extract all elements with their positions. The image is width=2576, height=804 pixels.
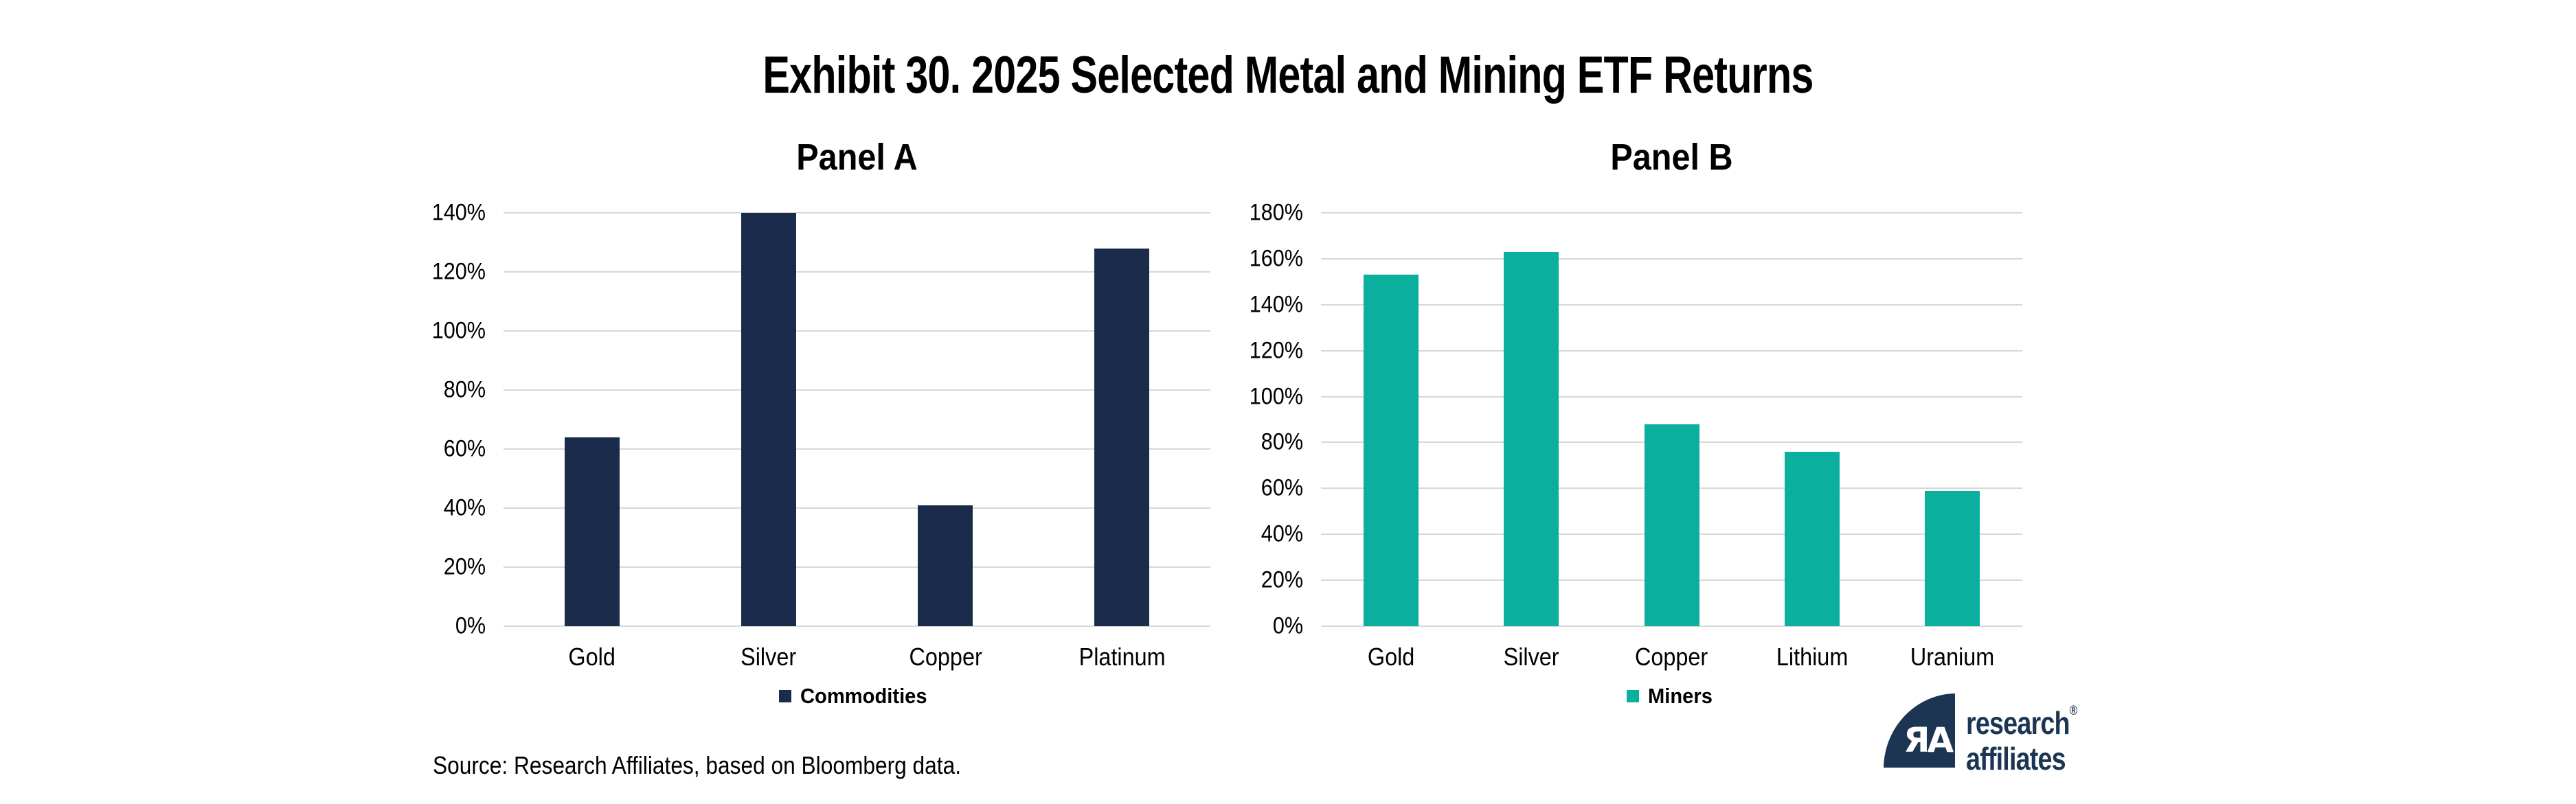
y-axis-tick-label: 100% — [431, 317, 486, 344]
panel-a-title: Panel A — [796, 137, 918, 178]
y-axis-tick-label: 20% — [1261, 566, 1303, 593]
gridline — [504, 448, 1210, 450]
legend-label-miners: Miners — [1648, 684, 1713, 708]
ra-logo-mark: ЯA — [1884, 693, 1955, 768]
y-axis-tick-label: 160% — [1249, 245, 1303, 272]
y-axis-tick-label: 0% — [1272, 612, 1303, 639]
legend-swatch-miners — [1627, 690, 1640, 702]
x-axis-category-label: Silver — [741, 643, 797, 671]
gridline — [504, 271, 1210, 273]
gridline — [1321, 625, 2022, 627]
x-axis-category-label: Uranium — [1910, 643, 1995, 671]
gridline — [1321, 349, 2022, 352]
y-axis-tick-label: 20% — [443, 553, 486, 580]
y-axis-tick-label: 180% — [1249, 199, 1303, 226]
exhibit-title: Exhibit 30. 2025 Selected Metal and Mini… — [762, 46, 1814, 104]
panel-b-chart: Panel B 0% 20% 40% 60% 80% 100% 120% 140% 160% 18… — [1250, 137, 2022, 708]
ra-monogram: ЯA — [1903, 720, 1954, 760]
research-affiliates-logo: ЯA research® affiliates — [1884, 687, 2101, 777]
gridline — [504, 212, 1210, 214]
gridline — [504, 625, 1210, 627]
logo-word-research: research® — [1966, 704, 2077, 741]
x-axis-category-label: Lithium — [1776, 643, 1848, 671]
panel-b-legend: Miners — [1321, 684, 2022, 709]
bar-lithium — [1784, 451, 1840, 626]
y-axis-tick-label: 40% — [1261, 520, 1303, 547]
panel-b-plot-area: 0% 20% 40% 60% 80% 100% 120% 140% 160% 180% Gold Si… — [1250, 200, 2022, 671]
bar-silver — [1504, 251, 1559, 626]
bar-copper — [1644, 424, 1699, 626]
y-axis-tick-label: 120% — [1249, 337, 1303, 364]
y-axis-tick-label: 40% — [443, 494, 486, 521]
gridline — [504, 566, 1210, 568]
x-axis-category-label: Gold — [568, 643, 615, 671]
gridline — [1321, 395, 2022, 398]
y-axis-tick-label: 60% — [1261, 474, 1303, 501]
gridline — [504, 389, 1210, 391]
panel-a-plot-area: 0% 20% 40% 60% 80% 100% 120% 140% Gold Silver Copp… — [432, 200, 1210, 671]
y-axis-tick-label: 140% — [1249, 291, 1303, 318]
x-axis-category-label: Gold — [1367, 643, 1415, 671]
y-axis-tick-label: 120% — [431, 258, 486, 285]
bar-gold — [1364, 275, 1419, 626]
y-axis-tick-label: 80% — [1261, 428, 1303, 455]
panel-a-legend: Commodities — [504, 684, 1210, 709]
gridline — [1321, 257, 2022, 260]
legend-label-commodities: Commodities — [800, 684, 927, 708]
bar-platinum — [1094, 248, 1150, 626]
gridline — [504, 330, 1210, 332]
bar-gold — [564, 437, 620, 626]
bar-uranium — [1924, 490, 1980, 626]
registered-mark: ® — [2069, 704, 2077, 718]
y-axis-tick-label: 0% — [455, 612, 486, 639]
gridline — [1321, 303, 2022, 306]
bar-silver — [741, 213, 796, 626]
x-axis-category-label: Copper — [908, 643, 982, 671]
gridline — [1321, 212, 2022, 214]
logo-wordmark: research® affiliates — [1966, 693, 2077, 777]
y-axis-tick-label: 140% — [431, 199, 486, 226]
y-axis-tick-label: 60% — [443, 435, 486, 462]
y-axis-tick-label: 100% — [1249, 383, 1303, 410]
panel-b-title: Panel B — [1610, 137, 1733, 178]
source-note: Source: Research Affiliates, based on Bl… — [433, 751, 962, 779]
x-axis-category-label: Platinum — [1078, 643, 1166, 671]
legend-swatch-commodities — [778, 690, 791, 702]
bar-copper — [918, 505, 973, 626]
x-axis-category-label: Silver — [1503, 643, 1559, 671]
gridline — [504, 507, 1210, 509]
x-axis-category-label: Copper — [1635, 643, 1708, 671]
panel-a-chart: Panel A 0% 20% 40% 60% 80% 100% 120% 140% Gold Si… — [432, 137, 1210, 708]
y-axis-tick-label: 80% — [443, 376, 486, 403]
logo-word-affiliates: affiliates — [1966, 741, 2066, 777]
